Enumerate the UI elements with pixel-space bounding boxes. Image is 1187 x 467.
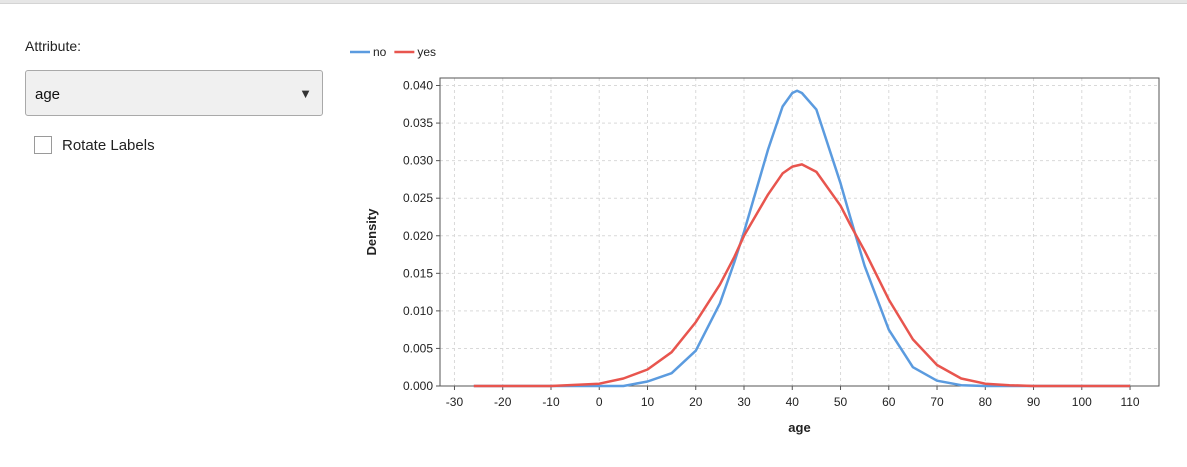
chevron-down-icon: ▼ xyxy=(299,86,312,101)
x-tick-label: -30 xyxy=(446,395,464,409)
top-divider xyxy=(0,0,1187,4)
density-chart: 0.000 0.005 0.010 0.015 0.020 0.025 0.030 0.035… xyxy=(350,45,1160,435)
legend-label-yes: yes xyxy=(417,45,436,59)
x-tick-label: -20 xyxy=(494,395,512,409)
y-axis-label: Density xyxy=(364,208,379,256)
attribute-label: Attribute: xyxy=(25,38,82,54)
x-tick-label: 110 xyxy=(1120,395,1139,409)
x-tick-label: 0 xyxy=(596,395,603,409)
x-tick-label: 20 xyxy=(689,395,703,409)
x-tick-label: 80 xyxy=(979,395,993,409)
y-tick-label: 0.035 xyxy=(403,116,433,130)
series-line-no xyxy=(473,89,1130,388)
y-tick-label: 0.040 xyxy=(403,79,433,93)
y-tick-label: 0.005 xyxy=(403,341,433,355)
x-tick-label: 30 xyxy=(737,395,751,409)
x-tick-label: 90 xyxy=(1027,395,1041,409)
x-tick-label: 50 xyxy=(834,395,848,409)
x-tick-label: -10 xyxy=(542,395,560,409)
series-line-yes xyxy=(473,163,1130,388)
x-tick-label: 100 xyxy=(1072,395,1092,409)
attribute-select-value: age xyxy=(35,86,61,103)
x-axis-label: age xyxy=(788,420,810,435)
rotate-labels-checkbox[interactable] xyxy=(34,136,52,154)
y-tick-label: 0.010 xyxy=(403,304,433,318)
x-tick-label: 70 xyxy=(930,395,944,409)
legend-label-no: no xyxy=(373,45,387,59)
y-tick-label: 0.015 xyxy=(403,266,433,280)
x-tick-label: 60 xyxy=(882,395,896,409)
plot-area xyxy=(439,77,1160,387)
y-tick-label: 0.000 xyxy=(403,379,433,393)
y-tick-label: 0.030 xyxy=(403,154,433,168)
x-tick-label: 10 xyxy=(641,395,655,409)
x-tick-label: 40 xyxy=(786,395,800,409)
y-tick-label: 0.025 xyxy=(403,191,433,205)
rotate-labels-label: Rotate Labels xyxy=(62,137,155,154)
y-tick-label: 0.020 xyxy=(403,229,433,243)
attribute-select[interactable]: age ▼ xyxy=(25,70,323,116)
